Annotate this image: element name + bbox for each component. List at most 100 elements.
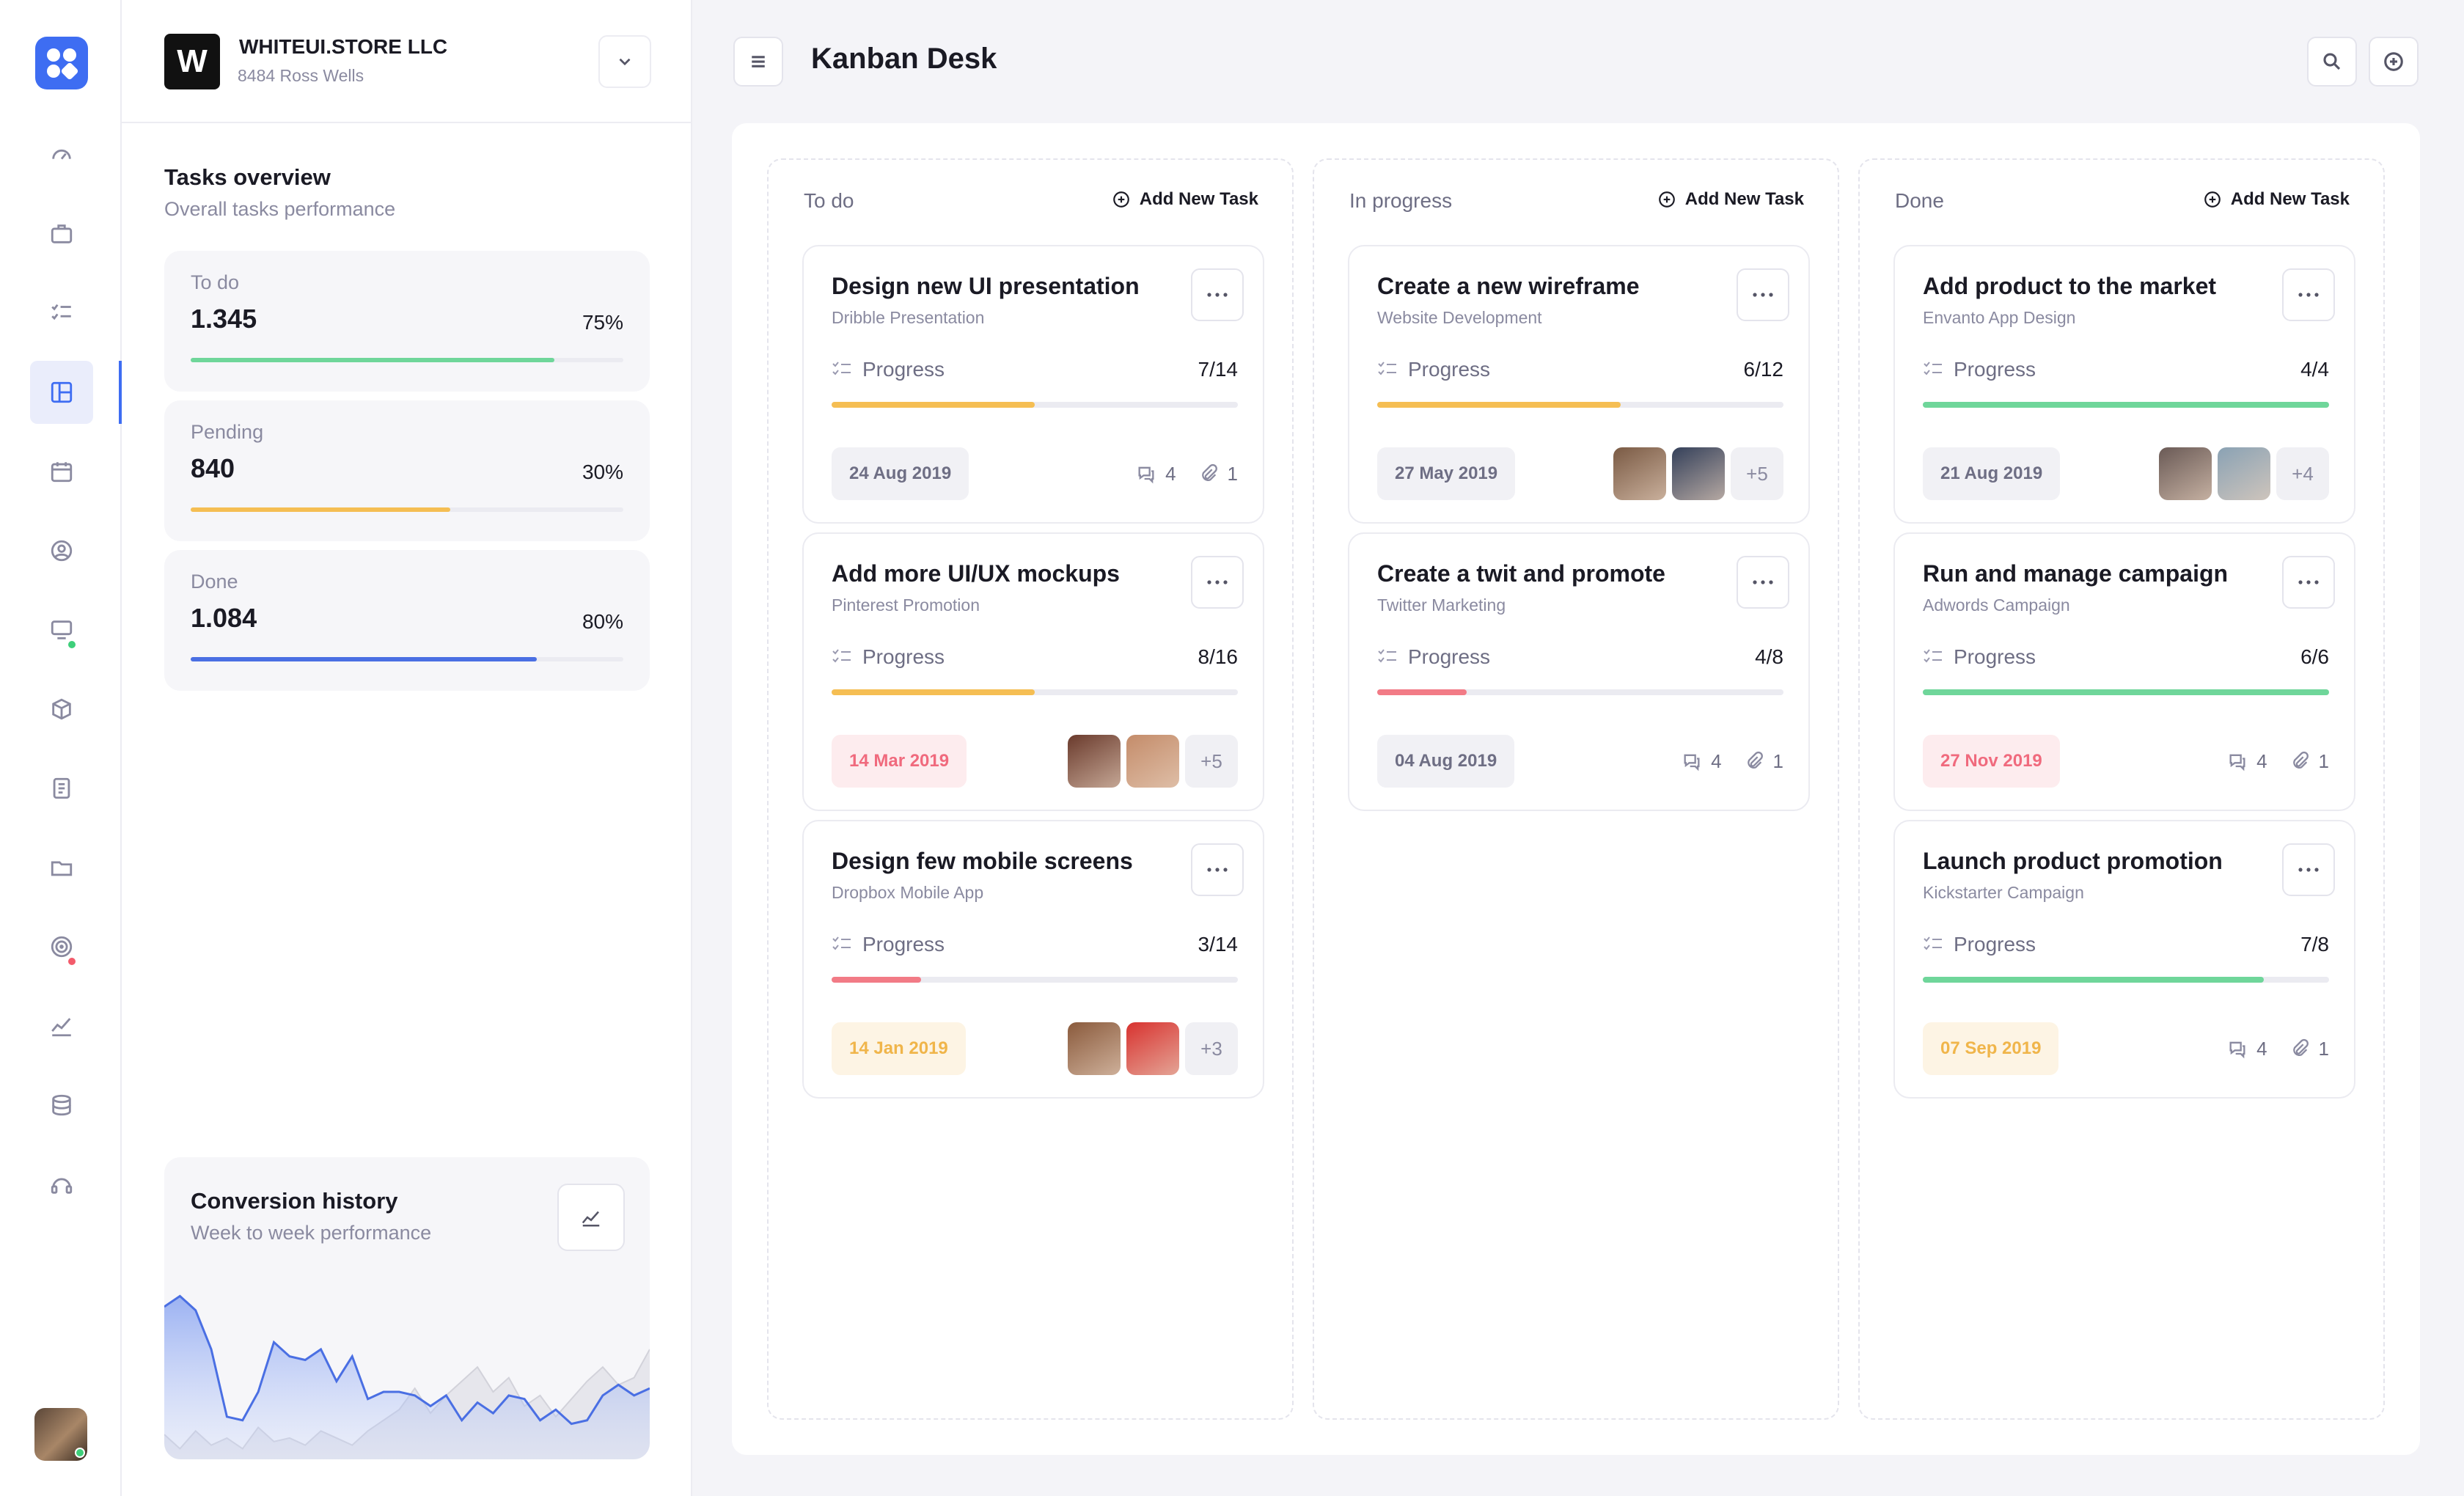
attachment-count: 1 — [1227, 462, 1238, 485]
task-card[interactable]: Add product to the market Envanto App Des… — [1893, 245, 2355, 524]
stat-percent: 75% — [582, 311, 623, 334]
add-new-task-button[interactable]: Add New Task — [1112, 189, 1258, 210]
kanban-column: Done Add New Task Add product to the marke… — [1858, 158, 2385, 1420]
avatar[interactable] — [1126, 1022, 1179, 1075]
add-new-task-button[interactable]: Add New Task — [2203, 189, 2350, 210]
page-title: Kanban Desk — [811, 43, 997, 75]
checklist-icon — [1924, 936, 1942, 950]
progress-icon-wrap — [1377, 359, 1398, 378]
nav-dashboard[interactable] — [30, 123, 93, 186]
more-assignees-badge[interactable]: +5 — [1185, 735, 1238, 788]
plus-circle-icon — [2204, 191, 2221, 208]
avatar[interactable] — [1068, 735, 1121, 788]
comments-icon — [1684, 754, 1700, 771]
add-new-task-button[interactable]: Add New Task — [1657, 189, 1804, 210]
task-card[interactable]: Run and manage campaign Adwords Campaign P… — [1893, 532, 2355, 811]
task-progress-track — [1923, 977, 2329, 983]
document-icon — [53, 777, 70, 799]
progress-label: Progress — [1954, 645, 2036, 668]
task-card[interactable]: Add more UI/UX mockups Pinterest Promotio… — [802, 532, 1264, 811]
menu-button[interactable] — [733, 37, 783, 87]
plus-circle-icon — [2384, 52, 2403, 71]
nav-user-circle[interactable] — [30, 519, 93, 582]
nav-target[interactable] — [30, 915, 93, 978]
avatar[interactable] — [1672, 447, 1725, 500]
task-options-button[interactable] — [2282, 268, 2335, 321]
progress-label: Progress — [862, 933, 945, 956]
nav-database[interactable] — [30, 1074, 93, 1137]
add-button[interactable] — [2369, 37, 2419, 87]
stat-percent: 80% — [582, 610, 623, 633]
more-options-icon — [2298, 868, 2319, 872]
task-options-button[interactable] — [2282, 843, 2335, 896]
task-progress-fill — [1923, 402, 2329, 408]
assignee-avatars: +5 — [1062, 735, 1238, 788]
avatar[interactable] — [1126, 735, 1179, 788]
headset-icon — [51, 1178, 73, 1194]
task-options-button[interactable] — [1191, 268, 1244, 321]
box-icon — [52, 698, 71, 720]
avatar[interactable] — [2159, 447, 2212, 500]
nav-briefcase[interactable] — [30, 202, 93, 265]
more-assignees-badge[interactable]: +4 — [2276, 447, 2329, 500]
task-progress-track — [1923, 402, 2329, 408]
overview-panel: W WHITEUI.STORE LLC 8484 Ross Wells Task… — [122, 0, 692, 1496]
nav-document[interactable] — [30, 757, 93, 820]
company-switch-button[interactable] — [598, 35, 651, 88]
task-card[interactable]: Create a twit and promote Twitter Marketi… — [1348, 532, 1810, 811]
due-date-badge: 21 Aug 2019 — [1923, 447, 2061, 500]
task-card[interactable]: Create a new wireframe Website Developmen… — [1348, 245, 1810, 524]
due-date-badge: 14 Jan 2019 — [832, 1022, 966, 1075]
task-card[interactable]: Design few mobile screens Dropbox Mobile … — [802, 820, 1264, 1099]
avatar[interactable] — [1068, 1022, 1121, 1075]
stat-progress-track — [191, 657, 623, 661]
progress-count: 6/6 — [2300, 645, 2329, 668]
attachment-count: 1 — [1772, 749, 1783, 772]
task-progress-track — [1377, 689, 1783, 695]
progress-icon-wrap — [1923, 359, 1943, 378]
task-options-button[interactable] — [2282, 556, 2335, 609]
task-options-button[interactable] — [1191, 556, 1244, 609]
chart-options-button[interactable] — [557, 1184, 625, 1251]
online-status-dot — [75, 1448, 85, 1458]
conversion-history-card: Conversion history Week to week performa… — [164, 1157, 650, 1459]
more-assignees-badge[interactable]: +5 — [1731, 447, 1783, 500]
progress-label: Progress — [1954, 358, 2036, 381]
stat-percent: 30% — [582, 461, 623, 483]
task-options-button[interactable] — [1191, 843, 1244, 896]
nav-kanban[interactable] — [30, 361, 93, 424]
paperclip-icon — [2292, 1038, 2309, 1056]
nav-monitor[interactable] — [30, 598, 93, 661]
avatar[interactable] — [1613, 447, 1666, 500]
task-title: Run and manage campaign — [1923, 560, 2229, 587]
nav-calendar[interactable] — [30, 440, 93, 503]
more-options-icon — [1207, 868, 1228, 872]
more-assignees-badge[interactable]: +3 — [1185, 1022, 1238, 1075]
task-card[interactable]: Launch product promotion Kickstarter Camp… — [1893, 820, 2355, 1099]
task-options-button[interactable] — [1737, 268, 1789, 321]
progress-icon-wrap — [832, 934, 852, 953]
nav-box[interactable] — [30, 678, 93, 741]
nav-folder[interactable] — [30, 836, 93, 899]
calendar-icon — [51, 462, 73, 483]
task-title: Create a twit and promote — [1377, 560, 1665, 587]
due-date-badge: 04 Aug 2019 — [1377, 735, 1515, 788]
task-title: Add product to the market — [1923, 273, 2217, 299]
nav-analytics[interactable] — [30, 994, 93, 1057]
avatar[interactable] — [2218, 447, 2270, 500]
icon-rail — [0, 0, 122, 1496]
briefcase-icon — [51, 224, 73, 243]
task-progress-track — [832, 977, 1238, 983]
app-logo-icon[interactable] — [35, 37, 88, 89]
search-button[interactable] — [2307, 37, 2357, 87]
stat-progress-fill — [191, 657, 537, 661]
kanban-column: In progress Add New Task Create a new wire… — [1313, 158, 1839, 1420]
nav-headset[interactable] — [30, 1153, 93, 1216]
checklist-icon — [832, 649, 851, 663]
task-options-button[interactable] — [1737, 556, 1789, 609]
nav-checklist[interactable] — [30, 282, 93, 345]
task-progress-row: Progress 7/8 — [1923, 931, 2329, 956]
assignee-avatars: +5 — [1607, 447, 1783, 500]
task-card[interactable]: Design new UI presentation Dribble Presen… — [802, 245, 1264, 524]
